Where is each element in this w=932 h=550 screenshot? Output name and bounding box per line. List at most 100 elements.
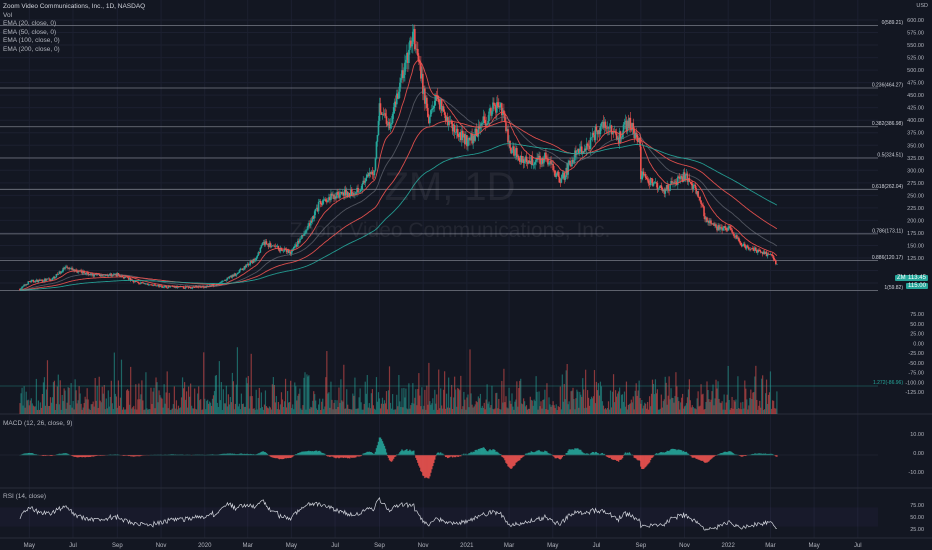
volume-bar — [372, 405, 375, 414]
volume-bar — [640, 403, 642, 414]
candle-body — [696, 191, 698, 194]
candle-body — [102, 275, 105, 277]
macd-bar — [706, 455, 708, 463]
volume-bar — [612, 374, 615, 414]
macd-bar — [262, 451, 265, 456]
volume-bar — [576, 389, 578, 414]
volume-bar — [478, 398, 480, 414]
volume-bar — [513, 409, 515, 414]
volume-bar — [289, 402, 291, 414]
candle-body — [619, 131, 622, 139]
volume-bar — [261, 406, 264, 414]
macd-bar — [695, 455, 697, 459]
macd-bar — [264, 452, 267, 456]
volume-bar — [504, 402, 506, 414]
legend-ema-200[interactable]: EMA (200, close, 0) — [3, 45, 60, 53]
macd-bar — [347, 455, 350, 459]
legend-ema-100[interactable]: EMA (100, close, 0) — [3, 37, 60, 45]
macd-label[interactable]: MACD (12, 26, close, 9) — [3, 420, 73, 427]
candle-body — [754, 247, 756, 251]
volume-bar — [589, 399, 592, 414]
volume-bar — [36, 409, 38, 414]
candle-body — [337, 192, 339, 195]
volume-bar — [94, 378, 96, 414]
macd-bar — [380, 439, 383, 456]
macd-bar — [275, 455, 278, 459]
volume-bar — [729, 409, 731, 414]
volume-bar — [182, 388, 185, 414]
volume-bar — [449, 407, 451, 414]
volume-bar — [314, 394, 316, 414]
macd-bar — [733, 453, 735, 456]
candle-body — [652, 183, 655, 186]
macd-bar — [349, 455, 351, 459]
volume-bar — [756, 399, 758, 414]
candle-body — [367, 174, 370, 177]
macd-bar — [664, 452, 666, 456]
volume-bar — [671, 397, 673, 414]
volume-bar — [305, 409, 307, 414]
volume-bar — [530, 399, 532, 414]
macd-bar — [268, 455, 271, 456]
candle-body — [412, 31, 414, 45]
volume-bar — [430, 404, 432, 414]
macd-bar — [324, 453, 326, 456]
macd-bar — [666, 450, 668, 456]
price-tick-label: 250.00 — [907, 193, 924, 199]
symbol-title[interactable]: Zoom Video Communications, Inc., 1D, NAS… — [3, 3, 146, 10]
candle-body — [753, 249, 755, 251]
volume-bar — [435, 403, 437, 414]
macd-bar — [516, 455, 518, 463]
price-tick-label: -25.00 — [908, 351, 924, 357]
volume-bar — [548, 397, 550, 414]
macd-bar — [66, 453, 68, 456]
macd-bar — [581, 451, 583, 456]
legend-volume[interactable]: Vol — [3, 11, 13, 19]
macd-bar — [698, 455, 700, 460]
candle-body — [771, 254, 774, 257]
legend-ema-20[interactable]: EMA (20, close, 0) — [3, 20, 57, 28]
rsi-label[interactable]: RSI (14, close) — [3, 493, 46, 500]
macd-bar — [344, 455, 346, 458]
candle-body — [710, 220, 712, 224]
volume-bar — [472, 407, 474, 414]
candle-body — [594, 126, 597, 141]
volume-bar — [383, 400, 386, 414]
macd-bar — [244, 454, 247, 456]
candle-body — [733, 233, 735, 237]
macd-bar — [33, 454, 36, 456]
volume-bar — [633, 409, 635, 414]
candle-body — [245, 265, 248, 268]
macd-bar — [50, 455, 53, 456]
macd-bar — [440, 453, 443, 456]
volume-bar — [51, 397, 54, 414]
macd-bar — [634, 455, 636, 459]
candle-body — [159, 285, 161, 288]
volume-bar — [255, 389, 257, 414]
candle-body — [428, 116, 430, 124]
candle-body — [671, 181, 673, 183]
volume-bar — [411, 402, 413, 414]
macd-bar — [690, 455, 693, 457]
macd-bar — [582, 452, 584, 456]
legend-ema-50[interactable]: EMA (50, close, 0) — [3, 28, 57, 36]
volume-bar — [692, 407, 694, 414]
volume-bar — [327, 393, 329, 414]
macd-bar — [387, 455, 390, 458]
candle-body — [465, 135, 467, 145]
macd-bar — [665, 451, 667, 456]
candle-body — [358, 192, 360, 193]
volume-bar — [534, 401, 536, 414]
volume-bar — [473, 406, 475, 414]
macd-bar — [356, 455, 358, 457]
macd-bar — [337, 455, 339, 458]
volume-bar — [303, 377, 305, 414]
volume-bar — [228, 404, 230, 414]
volume-bar — [497, 408, 499, 414]
candle-body — [275, 245, 278, 247]
candle-body — [144, 283, 146, 284]
candle-body — [359, 190, 361, 193]
volume-bar — [651, 379, 654, 414]
macd-bar — [583, 453, 586, 456]
volume-bar — [239, 409, 242, 414]
